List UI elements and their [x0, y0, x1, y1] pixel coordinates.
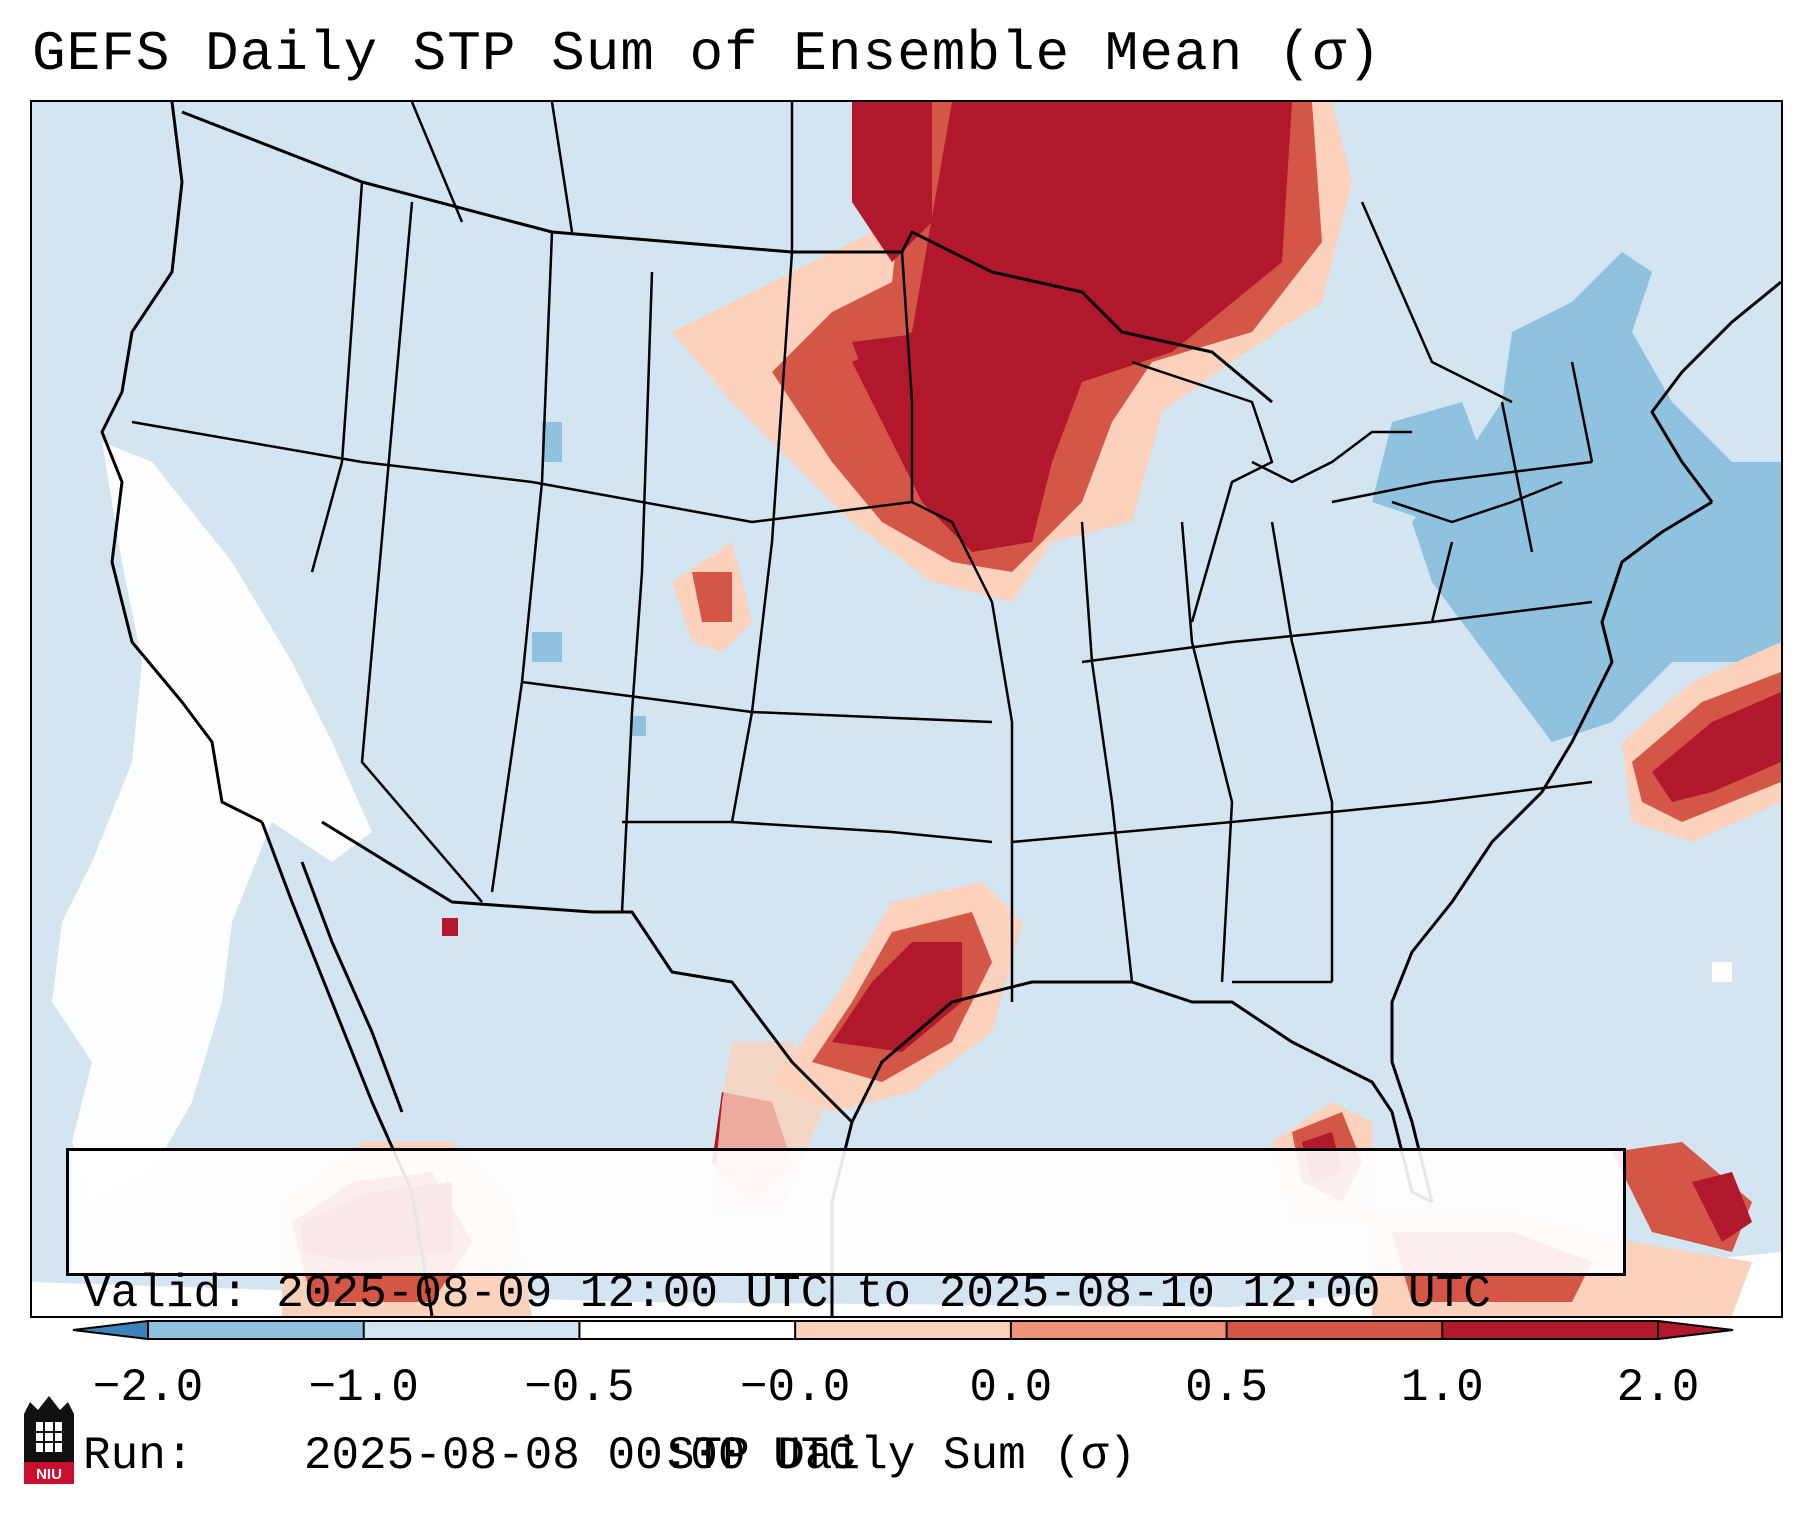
state-borders: [131, 181, 1594, 1002]
colorbar-tick-label: −1.0: [308, 1362, 419, 1414]
colorbar-tick-label: 1.0: [1400, 1362, 1484, 1414]
niu-logo: NIU: [24, 1396, 74, 1484]
colorbar-tick-label: −0.0: [739, 1362, 851, 1414]
page-title: GEFS Daily STP Sum of Ensemble Mean (σ): [32, 22, 1382, 86]
colorbar-segment: [1442, 1320, 1659, 1340]
atlantic-high: [1652, 692, 1781, 802]
northeast-blue-region: [1412, 252, 1781, 742]
colorbar-segment: [363, 1320, 580, 1340]
valid-value: 2025-08-09 12:00 UTC to 2025-08-10 12:00…: [276, 1268, 1491, 1320]
borders-layer: [100, 102, 1781, 1316]
colorbar-segment: [148, 1320, 365, 1340]
florida-atlantic-coast: [1390, 500, 1713, 1203]
us-mexico-border: [321, 820, 854, 1124]
colorbar-extend-high: [1658, 1320, 1734, 1340]
colorbar-segment: [1226, 1320, 1443, 1340]
colorbar-extend-low: [72, 1320, 148, 1340]
upper-midwest-west-high: [852, 332, 942, 422]
colorbar-tick-label: −0.5: [524, 1362, 635, 1414]
run-value: 2025-08-08 00:00 UTC: [303, 1430, 856, 1482]
baja-peninsula: [300, 861, 404, 1113]
colorbar-tick-label: 2.0: [1616, 1362, 1700, 1414]
upper-midwest-top-left: [852, 102, 932, 262]
colorbar-segment: [579, 1320, 796, 1340]
colorbar-tick-label: 0.5: [1185, 1362, 1268, 1414]
us-canada-border: [181, 110, 1273, 404]
colorbar: [72, 1320, 1734, 1340]
colorbar-tick-label: 0.0: [969, 1362, 1053, 1414]
great-lakes: [1131, 360, 1563, 623]
gulf-coast: [850, 980, 1433, 1204]
wyoming-blue-cell: [542, 422, 562, 462]
texas-high: [832, 942, 962, 1052]
run-row: Run: 2025-08-08 00:00 UTC: [83, 1429, 1623, 1483]
bahamas-high: [1692, 1172, 1752, 1242]
pacific-white-region: [52, 442, 372, 1202]
map-panel: [30, 100, 1783, 1318]
baja-high-cell: [442, 918, 458, 936]
nm-blue-cell: [632, 716, 646, 736]
colorbar-segment: [795, 1320, 1012, 1340]
us-west-coast: [100, 102, 263, 824]
colorbar-segment: [1010, 1320, 1228, 1340]
valid-row: Valid: 2025-08-09 12:00 UTC to 2025-08-1…: [83, 1267, 1623, 1321]
upper-midwest-high: [852, 102, 1292, 552]
valid-run-info-box: Valid: 2025-08-09 12:00 UTC to 2025-08-1…: [66, 1148, 1626, 1482]
colorbar-label: STP Daily Sum (σ): [666, 1430, 1137, 1482]
colorbar-tick-label: −2.0: [92, 1362, 204, 1414]
colorado-moderate: [692, 572, 732, 622]
map-canvas: [32, 102, 1781, 1316]
utah-blue-cell: [532, 632, 562, 662]
new-england-coast: [1650, 280, 1781, 503]
run-label: Run:: [83, 1430, 194, 1482]
logo-text: NIU: [36, 1466, 62, 1483]
canada-borders: [410, 102, 1513, 404]
valid-label: Valid:: [83, 1268, 249, 1320]
